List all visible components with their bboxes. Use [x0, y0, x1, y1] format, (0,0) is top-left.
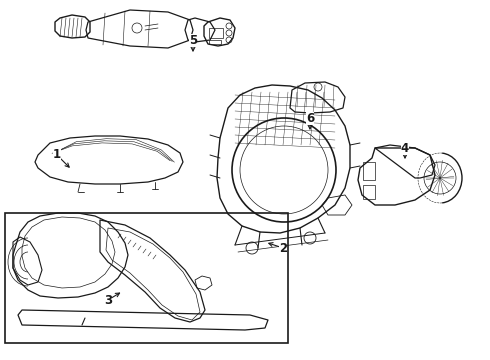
Bar: [209, 40, 221, 44]
Text: 1: 1: [53, 148, 61, 162]
Text: 6: 6: [306, 112, 314, 125]
Bar: [5, 213, 288, 343]
Bar: [363, 162, 375, 180]
Text: 2: 2: [279, 242, 287, 255]
Text: 4: 4: [401, 141, 409, 154]
Text: 5: 5: [189, 33, 197, 46]
Text: 3: 3: [104, 293, 112, 306]
Bar: [209, 28, 223, 38]
Bar: [363, 185, 375, 199]
